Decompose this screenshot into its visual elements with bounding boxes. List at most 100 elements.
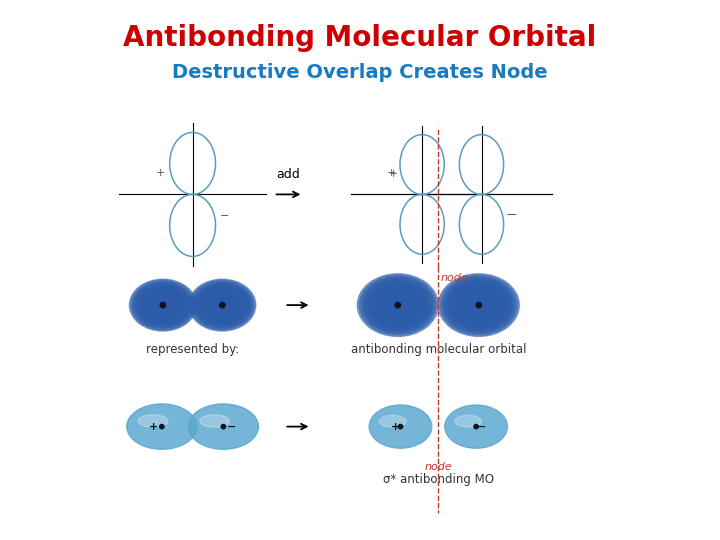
Ellipse shape bbox=[158, 301, 168, 309]
Text: Antibonding Molecular Orbital: Antibonding Molecular Orbital bbox=[123, 24, 597, 52]
Ellipse shape bbox=[444, 278, 514, 332]
Circle shape bbox=[161, 302, 166, 308]
Ellipse shape bbox=[448, 281, 510, 329]
Text: node: node bbox=[424, 462, 452, 472]
Circle shape bbox=[476, 302, 482, 308]
Ellipse shape bbox=[366, 281, 429, 329]
Text: −: − bbox=[227, 422, 236, 431]
Ellipse shape bbox=[189, 279, 256, 331]
Ellipse shape bbox=[466, 295, 492, 315]
Ellipse shape bbox=[160, 303, 166, 307]
Text: node: node bbox=[441, 273, 469, 283]
Ellipse shape bbox=[385, 295, 410, 315]
Ellipse shape bbox=[455, 415, 482, 427]
Ellipse shape bbox=[132, 281, 194, 329]
Ellipse shape bbox=[442, 276, 516, 334]
Ellipse shape bbox=[451, 284, 506, 327]
Ellipse shape bbox=[161, 304, 164, 306]
Ellipse shape bbox=[197, 285, 248, 325]
Ellipse shape bbox=[199, 287, 245, 323]
Ellipse shape bbox=[216, 300, 228, 310]
Ellipse shape bbox=[142, 288, 184, 322]
Ellipse shape bbox=[468, 296, 490, 314]
Ellipse shape bbox=[462, 292, 495, 318]
Text: σ* antibonding MO: σ* antibonding MO bbox=[383, 472, 494, 485]
Ellipse shape bbox=[475, 302, 482, 308]
Ellipse shape bbox=[145, 291, 181, 319]
Text: +: + bbox=[389, 169, 398, 179]
Ellipse shape bbox=[138, 286, 187, 324]
Ellipse shape bbox=[361, 276, 435, 334]
Ellipse shape bbox=[212, 297, 233, 313]
Text: +: + bbox=[149, 422, 158, 431]
Circle shape bbox=[220, 302, 225, 308]
Ellipse shape bbox=[369, 282, 427, 328]
Ellipse shape bbox=[369, 405, 432, 448]
Ellipse shape bbox=[363, 278, 433, 332]
Ellipse shape bbox=[453, 285, 505, 325]
Text: antibonding molecular orbital: antibonding molecular orbital bbox=[351, 343, 526, 356]
Ellipse shape bbox=[394, 302, 402, 308]
Ellipse shape bbox=[201, 288, 243, 322]
Text: +: + bbox=[387, 168, 396, 179]
Ellipse shape bbox=[372, 285, 423, 325]
Ellipse shape bbox=[154, 298, 172, 312]
Text: add: add bbox=[276, 168, 300, 181]
Ellipse shape bbox=[364, 280, 431, 330]
Circle shape bbox=[398, 424, 402, 429]
Ellipse shape bbox=[190, 280, 254, 330]
Ellipse shape bbox=[392, 301, 403, 309]
Ellipse shape bbox=[455, 287, 503, 323]
Circle shape bbox=[474, 424, 478, 429]
Ellipse shape bbox=[396, 303, 400, 307]
Ellipse shape bbox=[381, 292, 415, 318]
Ellipse shape bbox=[149, 294, 176, 316]
Circle shape bbox=[221, 424, 225, 429]
Ellipse shape bbox=[131, 280, 195, 330]
Ellipse shape bbox=[477, 303, 481, 307]
Ellipse shape bbox=[134, 283, 192, 327]
Ellipse shape bbox=[157, 300, 169, 310]
Ellipse shape bbox=[446, 280, 512, 330]
Ellipse shape bbox=[379, 291, 416, 319]
Ellipse shape bbox=[194, 283, 251, 327]
Text: −: − bbox=[508, 210, 517, 220]
Ellipse shape bbox=[213, 298, 231, 312]
Ellipse shape bbox=[188, 404, 258, 449]
Ellipse shape bbox=[221, 304, 224, 306]
Text: −: − bbox=[477, 422, 486, 431]
Ellipse shape bbox=[440, 275, 518, 335]
Text: +: + bbox=[390, 422, 400, 431]
Ellipse shape bbox=[359, 275, 436, 335]
Ellipse shape bbox=[379, 415, 406, 427]
Text: represented by:: represented by: bbox=[146, 343, 239, 356]
Ellipse shape bbox=[202, 290, 242, 320]
Ellipse shape bbox=[127, 404, 197, 449]
Circle shape bbox=[395, 302, 400, 308]
Ellipse shape bbox=[472, 299, 486, 311]
Ellipse shape bbox=[206, 292, 239, 318]
Ellipse shape bbox=[449, 282, 508, 328]
Text: Destructive Overlap Creates Node: Destructive Overlap Creates Node bbox=[172, 63, 548, 83]
Ellipse shape bbox=[464, 294, 493, 316]
Ellipse shape bbox=[387, 296, 409, 314]
Ellipse shape bbox=[377, 289, 418, 321]
Ellipse shape bbox=[195, 284, 250, 326]
Ellipse shape bbox=[370, 284, 426, 327]
Ellipse shape bbox=[146, 292, 180, 318]
Ellipse shape bbox=[473, 301, 485, 309]
Ellipse shape bbox=[140, 287, 186, 323]
Ellipse shape bbox=[217, 301, 227, 309]
Text: −: − bbox=[220, 211, 230, 221]
Ellipse shape bbox=[150, 296, 175, 314]
Ellipse shape bbox=[357, 274, 438, 336]
Ellipse shape bbox=[389, 298, 407, 312]
Ellipse shape bbox=[220, 303, 225, 307]
Ellipse shape bbox=[460, 291, 498, 319]
Ellipse shape bbox=[209, 294, 236, 316]
Ellipse shape bbox=[383, 294, 413, 316]
Text: +: + bbox=[156, 168, 165, 178]
Ellipse shape bbox=[376, 288, 420, 322]
Ellipse shape bbox=[137, 285, 189, 325]
Ellipse shape bbox=[459, 289, 499, 321]
